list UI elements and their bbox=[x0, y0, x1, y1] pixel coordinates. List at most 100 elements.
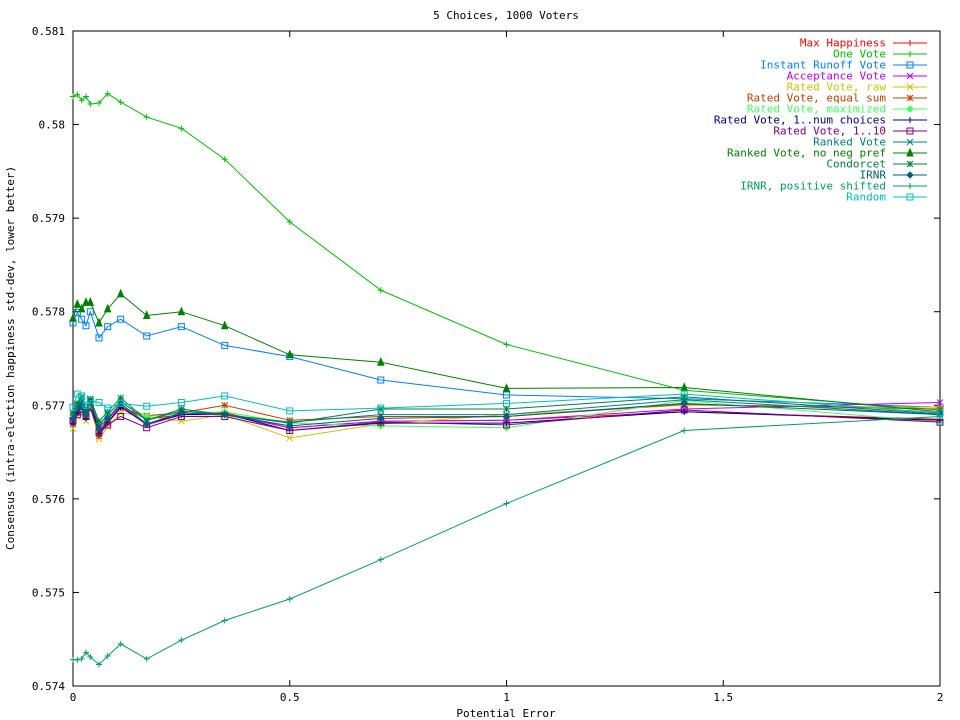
data-point bbox=[680, 390, 688, 398]
data-point bbox=[178, 405, 185, 413]
y-tick-label: 0.575 bbox=[32, 586, 65, 599]
data-point bbox=[937, 413, 943, 420]
data-point bbox=[142, 420, 151, 428]
data-point bbox=[117, 99, 124, 106]
data-point bbox=[117, 413, 125, 421]
data-point bbox=[104, 323, 112, 331]
data-point bbox=[117, 394, 125, 402]
data-point bbox=[69, 414, 77, 423]
data-point bbox=[906, 138, 914, 146]
data-point bbox=[86, 297, 95, 306]
data-point bbox=[503, 421, 510, 429]
data-point bbox=[503, 341, 510, 348]
legend-label: Rated Vote, maximized bbox=[747, 103, 886, 116]
y-tick-label: 0.579 bbox=[32, 212, 65, 225]
data-point bbox=[936, 409, 944, 417]
data-point bbox=[907, 117, 913, 123]
series-irnr-positive-shifted bbox=[70, 413, 943, 668]
data-point bbox=[907, 183, 913, 189]
data-point bbox=[87, 653, 94, 660]
data-point bbox=[95, 398, 103, 406]
data-point bbox=[221, 401, 229, 409]
data-point bbox=[502, 412, 511, 421]
legend-item: Rated Vote, equal sum bbox=[747, 92, 927, 105]
legend-label: Rated Vote, 1..10 bbox=[773, 125, 886, 138]
data-point bbox=[70, 93, 76, 100]
legend-item: Rated Vote, maximized bbox=[747, 103, 927, 116]
data-point bbox=[78, 97, 85, 104]
legend-item: IRNR, positive shifted bbox=[740, 180, 927, 193]
data-point bbox=[906, 160, 914, 168]
data-point bbox=[69, 403, 77, 411]
legend-item: Instant Runoff Vote bbox=[760, 59, 927, 72]
legend-item: One Vote bbox=[833, 48, 927, 61]
data-point bbox=[906, 72, 914, 80]
legend-label: Ranked Vote bbox=[813, 136, 886, 149]
data-point bbox=[83, 93, 90, 100]
data-point bbox=[104, 653, 111, 660]
legend-item: Ranked Vote, no neg pref bbox=[727, 147, 927, 160]
series-line bbox=[72, 400, 941, 429]
x-tick-label: 2 bbox=[937, 691, 944, 704]
data-point bbox=[87, 100, 94, 107]
data-point bbox=[73, 400, 81, 407]
y-tick-label: 0.58 bbox=[39, 119, 66, 132]
data-point bbox=[96, 661, 103, 668]
data-point bbox=[142, 310, 151, 319]
legend-label: IRNR bbox=[860, 169, 887, 182]
data-point bbox=[117, 399, 125, 407]
series-line bbox=[72, 293, 941, 413]
data-point bbox=[143, 416, 151, 424]
data-point bbox=[285, 349, 294, 359]
data-point bbox=[104, 408, 112, 416]
legend-label: Random bbox=[846, 191, 886, 204]
data-point bbox=[117, 315, 125, 323]
legend-item: Random bbox=[846, 191, 927, 204]
data-point bbox=[96, 100, 103, 107]
data-point bbox=[78, 392, 86, 400]
data-point bbox=[143, 402, 151, 410]
legend-label: Instant Runoff Vote bbox=[760, 59, 886, 72]
data-point bbox=[143, 332, 151, 340]
data-point bbox=[906, 105, 914, 113]
data-point bbox=[74, 656, 81, 663]
series-layer bbox=[69, 90, 944, 668]
legend-label: One Vote bbox=[833, 48, 886, 61]
data-point bbox=[177, 409, 186, 417]
data-point bbox=[680, 382, 688, 392]
chart-title: 5 Choices, 1000 Voters bbox=[433, 9, 579, 22]
x-tick-label: 0 bbox=[70, 691, 77, 704]
data-point bbox=[221, 392, 229, 400]
data-point bbox=[906, 127, 914, 135]
data-point bbox=[69, 312, 77, 322]
data-point bbox=[377, 376, 385, 384]
data-point bbox=[377, 356, 385, 366]
data-point bbox=[82, 297, 90, 306]
data-point bbox=[95, 424, 103, 432]
data-point bbox=[286, 434, 294, 442]
series-instant-runoff-vote bbox=[69, 308, 944, 411]
data-point bbox=[82, 410, 90, 419]
data-point bbox=[82, 406, 90, 414]
data-point bbox=[117, 640, 124, 647]
data-point bbox=[503, 391, 510, 399]
data-point bbox=[906, 171, 914, 179]
data-point bbox=[178, 637, 185, 644]
x-axis-label: Potential Error bbox=[456, 707, 556, 720]
data-point bbox=[906, 94, 914, 102]
data-point bbox=[104, 90, 111, 97]
data-point bbox=[286, 595, 293, 602]
data-point bbox=[906, 147, 914, 157]
data-point bbox=[503, 405, 510, 413]
x-tick-label: 1 bbox=[503, 691, 510, 704]
data-point bbox=[221, 156, 228, 163]
y-axis-label: Consensus (intra-election happiness std-… bbox=[4, 166, 17, 550]
data-point bbox=[82, 401, 90, 409]
legend-item: Max Happiness bbox=[800, 37, 927, 50]
y-tick-label: 0.576 bbox=[32, 493, 65, 506]
data-point bbox=[377, 411, 385, 418]
data-point bbox=[503, 500, 510, 507]
series-random bbox=[69, 390, 944, 417]
data-point bbox=[83, 649, 90, 656]
